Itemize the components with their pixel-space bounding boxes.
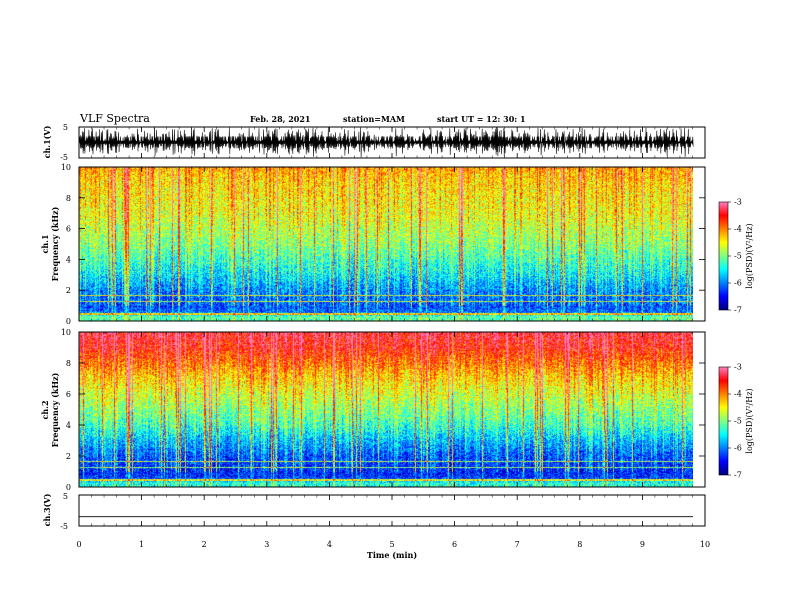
- spec-ytick-label: 4: [66, 255, 71, 264]
- x-tick-label: 7: [515, 540, 520, 549]
- x-tick-label: 3: [264, 540, 269, 549]
- spectrogram-ch2-image: [79, 332, 693, 487]
- colorbar-tick-label: -7: [734, 306, 742, 315]
- x-tick-label: 1: [139, 540, 144, 549]
- ch3-ytick-top: 5: [63, 492, 68, 501]
- colorbar-tick-label: -3: [734, 363, 742, 372]
- ch1-spec-ylabel-frequency: Frequency (kHz): [50, 206, 60, 281]
- time-axis-label: Time (min): [367, 550, 417, 560]
- spec-ytick-label: 10: [61, 328, 71, 337]
- spec-ytick-label: 0: [66, 483, 71, 492]
- x-tick-label: 9: [640, 540, 645, 549]
- ch1-ytick-bottom: -5: [60, 153, 68, 162]
- colorbar-ch2-ticks: -3 -4 -5 -6 -7: [728, 363, 742, 480]
- spectrogram-ch1-yticks: 0 2 4 6 8 10: [61, 163, 705, 326]
- spectrogram-ch2-panel: 0 2 4 6 8 10 ch.2 Frequency (kHz): [40, 328, 706, 492]
- x-tick-label: 5: [389, 540, 394, 549]
- spec-ytick-label: 2: [66, 452, 71, 461]
- x-tick-label: 4: [327, 540, 332, 549]
- ch3-wave-ylabel: ch.3(V): [42, 493, 52, 526]
- ch1-wave-ylabel: ch.1(V): [42, 125, 52, 158]
- colorbar-ch1: -3 -4 -5 -6 -7 log(PSD)(V²/Hz): [718, 198, 754, 315]
- colorbar-ch2-label: log(PSD)(V²/Hz): [745, 388, 754, 453]
- spec-ytick-label: 6: [66, 225, 71, 234]
- x-tick-label: 2: [202, 540, 207, 549]
- colorbar-tick-label: -4: [734, 390, 742, 399]
- colorbar-tick-label: -4: [734, 225, 742, 234]
- spec-ytick-label: 6: [66, 390, 71, 399]
- x-tick-label: 10: [700, 540, 710, 549]
- figure-title: VLF Spectra: [79, 112, 150, 125]
- colorbar-tick-label: -6: [734, 279, 742, 288]
- spec-ytick-label: 8: [66, 194, 71, 203]
- x-tick-label: 0: [76, 540, 81, 549]
- spec-ytick-label: 4: [66, 421, 71, 430]
- spectrogram-ch1-panel: 0 2 4 6 8 10 ch.1 Frequency (kHz): [40, 163, 706, 326]
- date-label: Feb. 28, 2021: [250, 114, 310, 124]
- time-axis: 0 1 2 3 4 5 6 7 8 9 10: [76, 127, 710, 549]
- colorbar-ch1-label: log(PSD)(V²/Hz): [745, 223, 754, 288]
- x-tick-label: 6: [452, 540, 457, 549]
- ch1-spec-ylabel-channel: ch.1: [40, 234, 50, 253]
- ch1-ytick-top: 5: [63, 123, 68, 132]
- colorbar-tick-label: -5: [734, 417, 742, 426]
- station-label: station=MAM: [343, 114, 405, 124]
- colorbar-tick-label: -6: [734, 444, 742, 453]
- ch3-ytick-bottom: -5: [60, 522, 68, 531]
- x-tick-label: 8: [577, 540, 582, 549]
- spectrogram-ch2-yticks: 0 2 4 6 8 10: [61, 328, 705, 492]
- spec-ytick-label: 0: [66, 317, 71, 326]
- spectrogram-ch1-image: [79, 167, 693, 321]
- colorbar-tick-label: -7: [734, 471, 742, 480]
- spec-ytick-label: 8: [66, 359, 71, 368]
- spec-ytick-label: 2: [66, 286, 71, 295]
- ch2-spec-ylabel-frequency: Frequency (kHz): [50, 372, 60, 447]
- colorbar-ch1-ticks: -3 -4 -5 -6 -7: [728, 198, 742, 315]
- waveform-ch1-trace: [78, 127, 694, 158]
- ch2-spec-ylabel-channel: ch.2: [40, 400, 50, 419]
- colorbar-tick-label: -5: [734, 252, 742, 261]
- start-time-label: start UT = 12: 30: 1: [437, 114, 526, 124]
- spec-ytick-label: 10: [61, 163, 71, 172]
- colorbar-ch2: -3 -4 -5 -6 -7 log(PSD)(V²/Hz): [718, 363, 754, 480]
- colorbar-tick-label: -3: [734, 198, 742, 207]
